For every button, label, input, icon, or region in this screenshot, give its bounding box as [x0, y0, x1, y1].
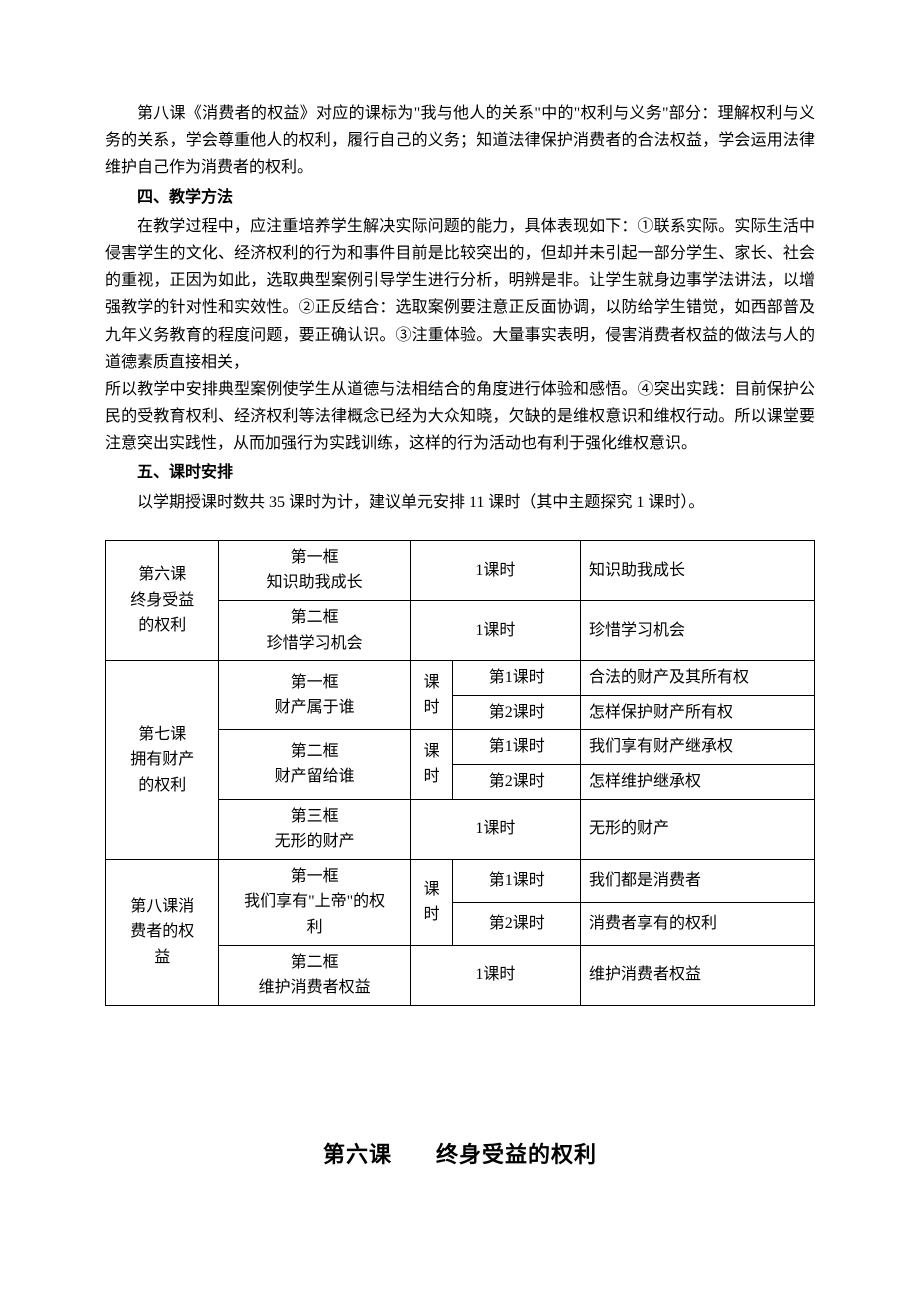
- course-7-f2-topic-2: 怎样维护继承权: [581, 764, 815, 799]
- text: 拥有财产: [130, 751, 194, 768]
- course-7-f1-topic-1: 合法的财产及其所有权: [581, 661, 815, 696]
- text: 第八课消: [130, 898, 194, 915]
- intro-paragraph: 第八课《消费者的权益》对应的课标为"我与他人的关系"中的"权利与义务"部分：理解…: [105, 100, 815, 182]
- course-8-f1-period-2: 第2课时: [453, 902, 581, 945]
- table-row: 第六课 终身受益 的权利 第一框 知识助我成长 1课时 知识助我成长: [106, 540, 815, 600]
- course-7-f1-period-1: 第1课时: [453, 661, 581, 696]
- chapter-title: 第六课 终身受益的权利: [105, 1136, 815, 1173]
- text: 第七课: [138, 726, 186, 743]
- course-7-f1-period-2: 第2课时: [453, 695, 581, 730]
- text: 无形的财产: [275, 833, 355, 850]
- course-6-period-1: 1课时: [410, 540, 580, 600]
- text: 课: [424, 674, 440, 691]
- text: 课: [424, 743, 440, 760]
- course-8-topic-2: 维护消费者权益: [581, 945, 815, 1005]
- course-8-name: 第八课消 费者的权 益: [106, 859, 219, 1005]
- section-4-body-1: 在教学过程中，应注重培养学生解决实际问题的能力，具体表现如下：①联系实际。实际生…: [105, 213, 815, 376]
- text: 课: [424, 881, 440, 898]
- text: 第二框: [291, 743, 339, 760]
- text: 的权利: [138, 777, 186, 794]
- document-page: 第八课《消费者的权益》对应的课标为"我与他人的关系"中的"权利与义务"部分：理解…: [0, 0, 920, 1300]
- section-4-body-2: 所以教学中安排典型案例使学生从道德与法相结合的角度进行体验和感悟。④突出实践：目…: [105, 376, 815, 458]
- text: 我们享有"上帝"的权: [244, 893, 385, 910]
- course-6-frame-2: 第二框 珍惜学习机会: [219, 601, 410, 661]
- course-7-period-3: 1课时: [410, 799, 580, 859]
- course-6-topic-1: 知识助我成长: [581, 540, 815, 600]
- text: 时: [424, 906, 440, 923]
- table-row: 第八课消 费者的权 益 第一框 我们享有"上帝"的权 利 课 时 第1课时 我们…: [106, 859, 815, 902]
- chapter-title-a: 第六课: [323, 1142, 392, 1167]
- keshi-label: 课 时: [410, 859, 453, 945]
- course-7-name: 第七课 拥有财产 的权利: [106, 661, 219, 860]
- text: 第六课: [138, 566, 186, 583]
- course-7-frame-1: 第一框 财产属于谁: [219, 661, 410, 730]
- course-6-frame-1: 第一框 知识助我成长: [219, 540, 410, 600]
- course-6-topic-2: 珍惜学习机会: [581, 601, 815, 661]
- text: 维护消费者权益: [259, 979, 371, 996]
- keshi-label: 课 时: [410, 661, 453, 730]
- text: 时: [424, 699, 440, 716]
- text: 第一框: [291, 674, 339, 691]
- section-5-body: 以学期授课时数共 35 课时为计，建议单元安排 11 课时（其中主题探究 1 课…: [105, 489, 815, 516]
- course-8-f1-period-1: 第1课时: [453, 859, 581, 902]
- course-8-frame-2: 第二框 维护消费者权益: [219, 945, 410, 1005]
- course-7-frame-2: 第二框 财产留给谁: [219, 730, 410, 799]
- text: 第一框: [291, 868, 339, 885]
- course-7-topic-3: 无形的财产: [581, 799, 815, 859]
- chapter-title-b: 终身受益的权利: [436, 1142, 597, 1167]
- text: 费者的权: [130, 923, 194, 940]
- text: 财产留给谁: [275, 768, 355, 785]
- course-7-f2-period-1: 第1课时: [453, 730, 581, 765]
- course-8-period-2: 1课时: [410, 945, 580, 1005]
- schedule-table: 第六课 终身受益 的权利 第一框 知识助我成长 1课时 知识助我成长 第二框 珍…: [105, 540, 815, 1006]
- text: 益: [154, 949, 170, 966]
- text: 终身受益: [130, 592, 194, 609]
- keshi-label: 课 时: [410, 730, 453, 799]
- section-5-heading: 五、课时安排: [105, 459, 815, 486]
- course-8-f1-topic-1: 我们都是消费者: [581, 859, 815, 902]
- course-6-name: 第六课 终身受益 的权利: [106, 540, 219, 660]
- course-8-f1-topic-2: 消费者享有的权利: [581, 902, 815, 945]
- course-7-f1-topic-2: 怎样保护财产所有权: [581, 695, 815, 730]
- text: 的权利: [138, 617, 186, 634]
- section-4-heading: 四、教学方法: [105, 184, 815, 211]
- text: 第二框: [291, 954, 339, 971]
- text: 第二框: [291, 609, 339, 626]
- course-7-f2-topic-1: 我们享有财产继承权: [581, 730, 815, 765]
- text: 知识助我成长: [267, 574, 363, 591]
- text: 珍惜学习机会: [267, 635, 363, 652]
- course-8-frame-1: 第一框 我们享有"上帝"的权 利: [219, 859, 410, 945]
- text: 第一框: [291, 549, 339, 566]
- course-7-frame-3: 第三框 无形的财产: [219, 799, 410, 859]
- text: 第三框: [291, 808, 339, 825]
- text: 利: [307, 919, 323, 936]
- text: 时: [424, 768, 440, 785]
- table-row: 第七课 拥有财产 的权利 第一框 财产属于谁 课 时 第1课时 合法的财产及其所…: [106, 661, 815, 696]
- course-7-f2-period-2: 第2课时: [453, 764, 581, 799]
- course-6-period-2: 1课时: [410, 601, 580, 661]
- text: 财产属于谁: [275, 699, 355, 716]
